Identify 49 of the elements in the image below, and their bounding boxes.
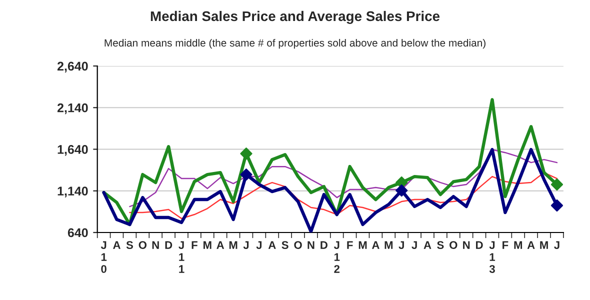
point [550,178,564,191]
x-tick-label: N [308,241,314,249]
x-tick-label: S [126,241,133,249]
y-tick-label: 2,640 [57,62,88,72]
x-tick-label: F [347,241,353,249]
x-tick-label: S [437,241,444,249]
x-tick-label: D [165,241,172,249]
x-tick-label: J [554,241,560,249]
point [240,148,252,160]
x-tick-label: A [527,241,535,249]
x-tick-label: M [358,241,367,249]
x-tick-label: D [320,241,328,249]
line-series [129,148,558,208]
x-tick-label: F [502,241,508,249]
point [240,168,252,181]
x-tick-label: M [229,241,238,249]
x-tick-label: F [192,241,198,249]
x-tick-label: A [113,241,120,249]
x-tick-label: M [384,241,393,249]
x-tick-label: J 1 1 [178,241,184,273]
point [396,184,408,197]
x-tick-label: A [424,241,432,249]
x-tick-label: J 1 3 [489,241,496,273]
y-tick-label: 1,140 [58,186,88,198]
x-tick-label: J [412,241,417,249]
x-tick-label: A [268,241,276,249]
y-tick-label: 640 [68,228,88,238]
x-tick-label: S [282,241,288,249]
x-tick-label: O [138,241,147,249]
point [550,199,564,212]
x-tick-label: J [256,241,262,249]
chart-subtitle: Median means middle (the same # of properties sold above and below the median) [104,38,486,49]
x-tick-label: M [514,241,522,249]
x-tick-label: N [152,241,159,249]
x-tick-label: J 1 2 [334,241,340,273]
x-tick-label: N [463,241,470,249]
y-tick-label: 1,640 [58,145,88,156]
x-tick-label: D [476,241,483,249]
x-tick-label: O [294,241,302,249]
x-tick-label: M [204,241,212,249]
x-tick-label: A [216,241,224,249]
chart-title: Median Sales Price and Average Sales Price [150,10,440,24]
x-tick-label: M [540,241,548,249]
x-tick-label: J 1 0 [100,241,107,273]
x-tick-label: A [372,241,380,249]
x-tick-label: J [398,241,404,249]
y-tick-label: 2,140 [57,103,88,114]
x-tick-label: O [450,241,458,249]
x-tick-label: J [243,241,249,249]
